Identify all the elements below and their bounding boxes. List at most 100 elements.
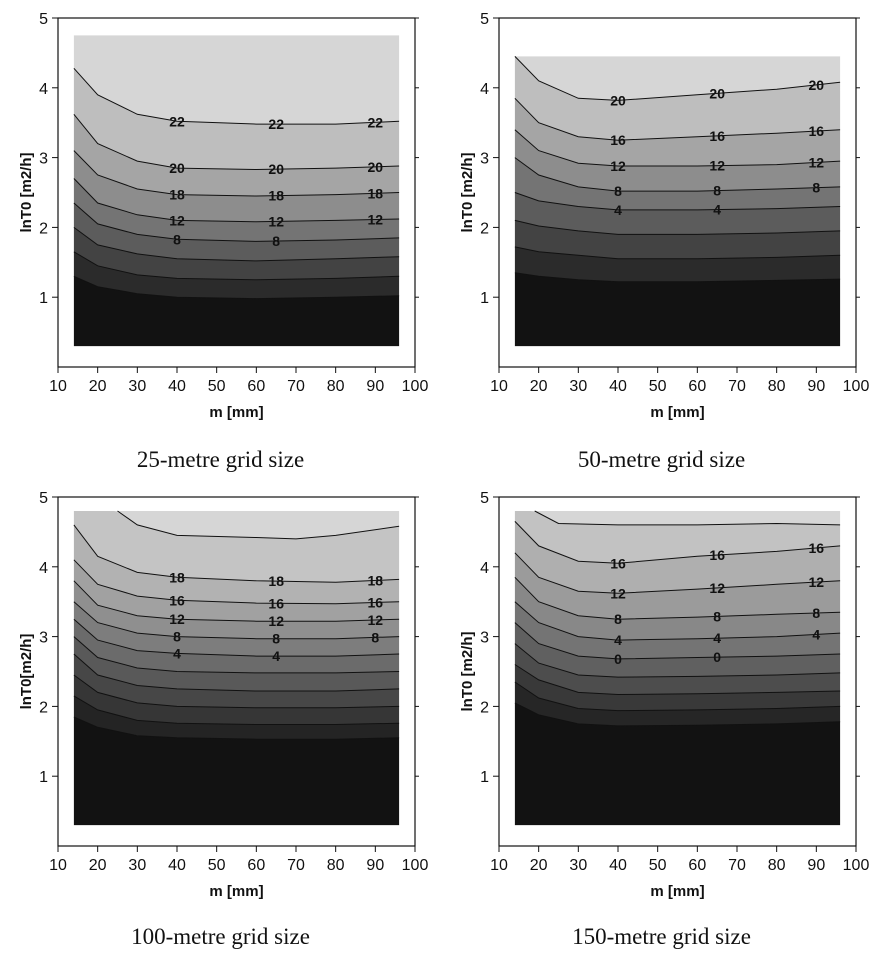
contour-label: 12 xyxy=(610,585,626,601)
contour-line xyxy=(73,226,400,262)
contour-label: 22 xyxy=(268,116,284,132)
contour-line xyxy=(514,272,841,283)
contour-label: 4 xyxy=(812,626,820,642)
contour-band xyxy=(514,702,841,826)
contour-label: 16 xyxy=(709,128,725,144)
contour-line xyxy=(73,275,400,300)
contour-label: 12 xyxy=(268,613,284,629)
contour-label: 12 xyxy=(169,611,185,627)
contour-band xyxy=(73,580,400,639)
contour-band xyxy=(73,35,400,125)
caption-25m: 25-metre grid size xyxy=(136,447,305,472)
contour-label: 16 xyxy=(169,592,185,608)
contour-band xyxy=(514,220,841,259)
panel-100m: 18 18 18 16 16 16 12 12 12 8 8 8 4 4 10 20 30 40 50 60 70 80 9… xyxy=(0,479,441,958)
contour-line xyxy=(514,576,841,620)
y-axis-label: lnT0 [m2/h] xyxy=(18,152,35,232)
contour-band xyxy=(73,68,400,170)
x-tick-label: 100 xyxy=(402,857,429,874)
y-tick-label: 5 xyxy=(480,11,489,28)
contour-band xyxy=(73,695,400,740)
contour-label: 20 xyxy=(610,92,626,108)
contour-band xyxy=(73,276,400,347)
contour-label: 20 xyxy=(268,161,284,177)
x-tick-label: 10 xyxy=(490,857,508,874)
y-tick-label: 3 xyxy=(39,630,48,647)
contour-label: 8 xyxy=(272,631,280,647)
contour-line xyxy=(514,56,841,101)
x-tick-label: 90 xyxy=(807,378,825,395)
x-tick-label: 90 xyxy=(366,857,384,874)
x-tick-label: 10 xyxy=(49,857,67,874)
contour-label: 8 xyxy=(614,611,622,627)
contour-band xyxy=(73,203,400,261)
x-tick-label: 80 xyxy=(768,378,786,395)
contour-band xyxy=(514,521,841,594)
contour-label: 12 xyxy=(610,158,626,174)
contour-label: 4 xyxy=(713,202,721,218)
y-tick-label: 5 xyxy=(39,11,48,28)
contour-label: 16 xyxy=(610,132,626,148)
y-tick-label: 1 xyxy=(480,769,489,786)
contour-label: 18 xyxy=(169,569,185,585)
x-tick-label: 100 xyxy=(843,378,870,395)
contour-line xyxy=(73,653,400,692)
contour-label: 8 xyxy=(812,180,820,196)
y-tick-label: 2 xyxy=(480,220,489,237)
contour-label: 20 xyxy=(368,159,384,175)
contour-band xyxy=(73,150,400,222)
contour-label: 4 xyxy=(713,630,721,646)
x-tick-label: 40 xyxy=(609,857,627,874)
contour-line xyxy=(73,636,400,674)
caption-50m: 50-metre grid size xyxy=(577,447,746,472)
contour-line xyxy=(73,113,400,171)
contour-band xyxy=(514,664,841,711)
y-axis-label: lnT0 [m2/h] xyxy=(459,631,476,711)
x-tick-label: 20 xyxy=(530,857,548,874)
contour-label: 16 xyxy=(268,595,284,611)
contour-line xyxy=(73,202,400,242)
y-tick-label: 1 xyxy=(480,290,489,307)
y-tick-label: 2 xyxy=(39,699,48,716)
x-tick-label: 90 xyxy=(807,857,825,874)
contour-line xyxy=(514,664,841,696)
x-tick-label: 60 xyxy=(688,378,706,395)
y-tick-label: 2 xyxy=(39,220,48,237)
x-tick-label: 50 xyxy=(208,378,226,395)
plot-frame xyxy=(498,496,857,847)
contour-band xyxy=(73,675,400,725)
contour-label: 4 xyxy=(173,645,181,661)
contour-label: 18 xyxy=(169,187,185,203)
contour-line xyxy=(514,97,841,141)
contour-label: 18 xyxy=(368,572,384,588)
x-tick-label: 40 xyxy=(168,857,186,874)
contour-line xyxy=(73,674,400,709)
x-tick-label: 20 xyxy=(89,378,107,395)
panel-25m: 22 22 22 20 20 20 18 18 18 12 12 12 8 8 10 20 30 40 50 60 70… xyxy=(0,0,441,479)
contour-line xyxy=(73,150,400,197)
contour-line xyxy=(514,246,841,260)
x-tick-label: 100 xyxy=(843,857,870,874)
x-axis-label: m [mm] xyxy=(650,883,704,900)
contour-label: 16 xyxy=(368,595,384,611)
x-tick-label: 70 xyxy=(287,378,305,395)
y-tick-label: 5 xyxy=(39,490,48,507)
y-tick-label: 4 xyxy=(39,81,48,98)
contour-band xyxy=(73,511,400,583)
y-tick-label: 3 xyxy=(480,630,489,647)
contour-line xyxy=(73,716,400,740)
x-tick-label: 30 xyxy=(128,378,146,395)
contour-label: 12 xyxy=(368,212,384,228)
contour-line xyxy=(514,702,841,727)
plot-frame xyxy=(57,17,416,368)
x-tick-label: 70 xyxy=(287,857,305,874)
x-tick-label: 30 xyxy=(569,378,587,395)
x-axis-label: m [mm] xyxy=(209,883,263,900)
contour-line xyxy=(534,510,841,526)
contour-label: 22 xyxy=(169,113,185,129)
contour-band xyxy=(514,577,841,640)
contour-band xyxy=(514,622,841,678)
contour-line xyxy=(73,67,400,125)
